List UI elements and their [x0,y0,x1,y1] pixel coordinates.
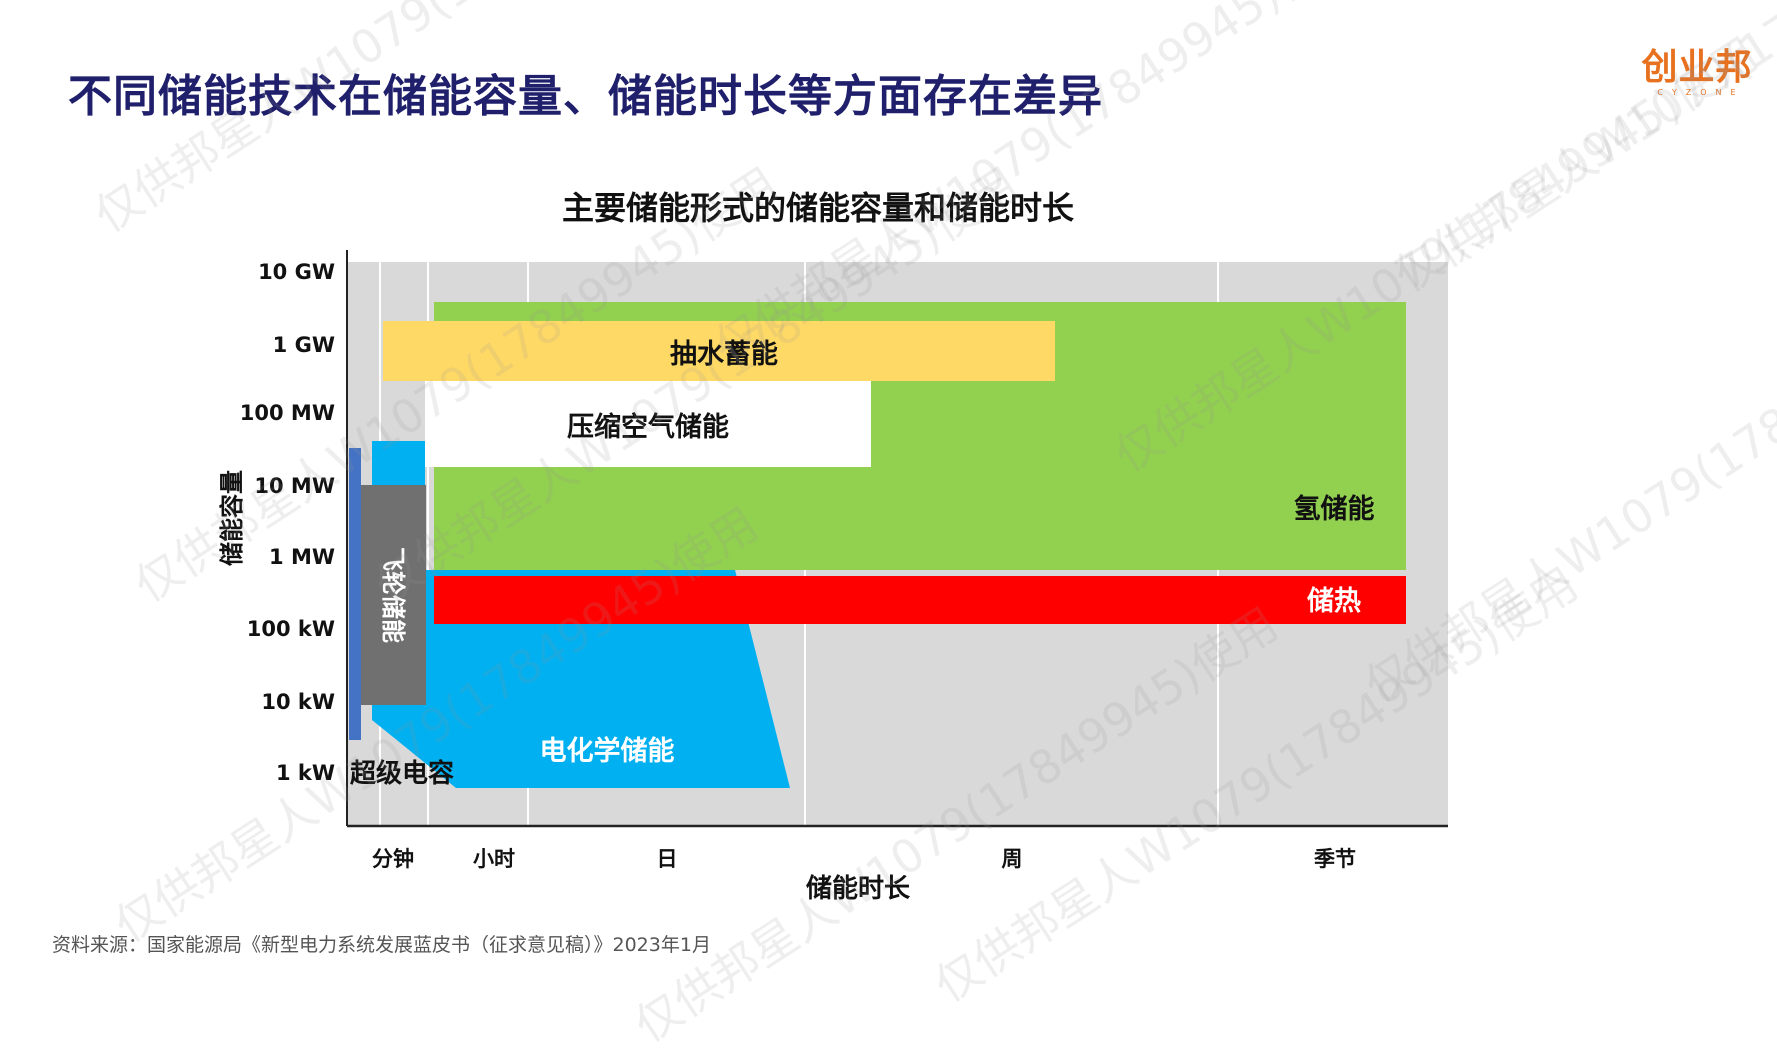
label-flywheel: 飞轮储能 [379,547,407,643]
label-hydrogen: 氢储能 [1294,493,1375,525]
x-tick-label: 小时 [473,847,515,871]
cyzone-logo: 创业邦 CYZONE [1637,48,1757,98]
region-flywheel [361,485,426,705]
y-tick-label: 10 MW [254,474,335,498]
x-axis-title: 储能时长 [806,873,911,904]
y-tick-label: 1 kW [276,761,335,785]
logo-text: 创业邦 [1641,47,1753,88]
y-tick-label: 1 GW [273,333,335,357]
x-tick-label: 季节 [1314,847,1356,871]
region-pumped-hydro [383,321,1055,381]
y-tick-label: 10 kW [261,690,335,714]
label-supercapacitor: 超级电容 [350,758,454,789]
chart-title: 主要储能形式的储能容量和储能时长 [561,189,1074,227]
x-tick-label: 分钟 [372,847,414,871]
label-compressed-air: 压缩空气储能 [567,411,729,443]
region-thermal [434,576,1406,624]
label-thermal: 储热 [1307,586,1361,617]
x-tick-label: 日 [657,847,678,871]
y-tick-label: 100 MW [240,401,335,425]
slide-title: 不同储能技术在储能容量、储能时长等方面存在差异 [68,71,1103,122]
storage-chart: 1 kW 10 kW 100 kW 1 MW 10 MW 100 MW 1 GW 10 GW 分… [218,250,1448,904]
source-note: 资料来源：国家能源局《新型电力系统发展蓝皮书（征求意见稿）》2023年1月 [52,934,711,956]
label-pumped-hydro: 抽水蓄能 [670,338,778,370]
x-tick-label: 周 [1002,847,1023,871]
region-supercapacitor [349,448,361,740]
y-axis-title: 储能容量 [218,470,246,566]
y-tick-label: 10 GW [258,260,335,284]
y-tick-label: 100 kW [247,617,335,641]
logo-subtext: CYZONE [1657,88,1745,97]
y-tick-label: 1 MW [269,545,335,569]
label-electrochemical: 电化学储能 [540,735,675,767]
region-compressed-air [425,381,871,467]
